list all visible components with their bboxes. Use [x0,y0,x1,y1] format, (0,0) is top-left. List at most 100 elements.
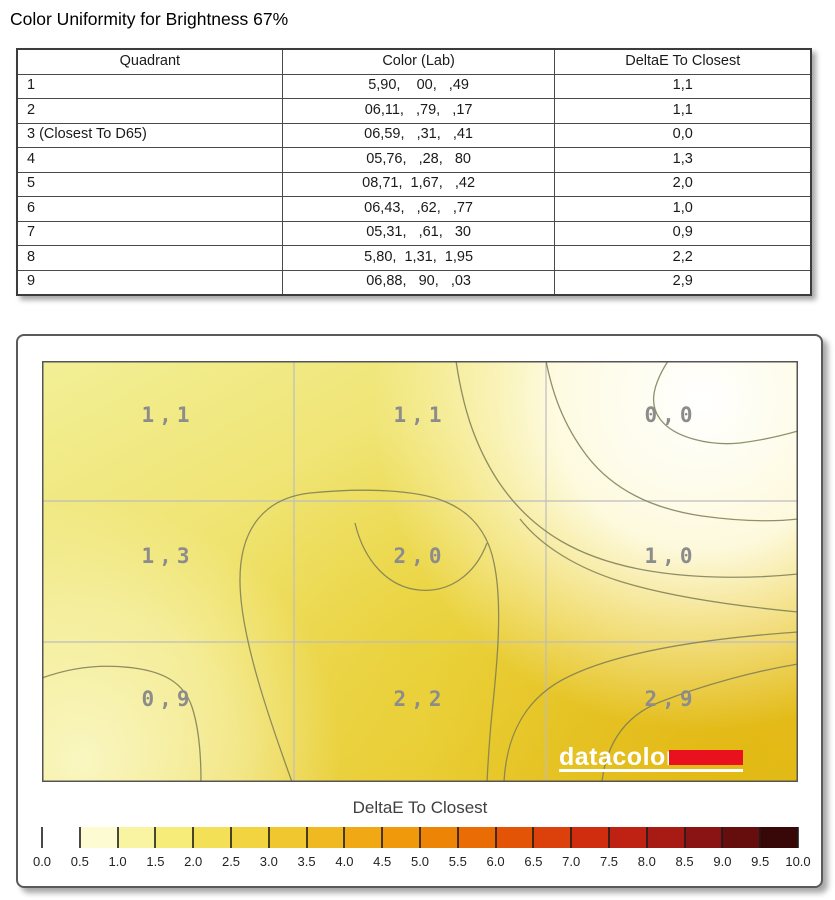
colorbar-tick [343,827,346,848]
colorbar-segment [722,827,761,848]
colorbar-tick-label: 6.0 [486,854,505,869]
colorbar-tick-label: 2.5 [221,854,241,869]
colorbar-tick [759,827,762,848]
table-cell: 8 [16,245,283,271]
colorbar-tick [645,827,648,848]
table-header: Quadrant Color (Lab) DeltaE To Closest [16,48,812,75]
contour-line [455,361,798,578]
datacolor-logo: datacolor [559,743,787,777]
contour-lines [42,361,798,782]
quadrant-value-labels: 1,1 1,1 0,0 1,3 2,0 1,0 0,9 2,2 2,9 [142,403,698,711]
column-header-color-lab: Color (Lab) [281,48,556,75]
table-row: 3 (Closest To D65) 06,59, ,31, ,41 0,0 [16,122,812,148]
table-cell: 6 [16,196,283,222]
colorbar-tick [797,827,799,848]
colorbar-title: DeltaE To Closest [352,798,488,817]
table-row: 8 5,80, 1,31, 1,95 2,2 [16,245,812,271]
table-cell: 2 [16,98,283,124]
table-cell: 9 [16,269,283,296]
colorbar-tick [230,827,232,848]
colorbar-tick-label: 5.0 [410,854,430,869]
table-row: 9 06,88, 90, ,03 2,9 [16,269,812,296]
colorbar-tick [683,827,686,848]
colorbar-tick-label: 3.5 [297,854,316,869]
datacolor-logo-text: datacolor [559,743,677,771]
colorbar-tick [608,827,610,848]
colorbar-tick-label: 2.0 [184,854,203,869]
table-row: 7 05,31, ,61, 30 0,9 [16,220,812,246]
table-row: 6 06,43, ,62, ,77 1,0 [16,196,812,222]
colorbar-tick-label: 4.0 [335,854,354,869]
colorbar-tick-label: 0.5 [70,854,89,869]
column-header-quadrant: Quadrant [16,48,283,75]
colorbar-tick [116,827,119,848]
contour-plot-svg: 1,1 1,1 0,0 1,3 2,0 1,0 0,9 2,2 2,9 [42,361,798,782]
colorbar-segment [306,827,345,848]
quadrant-deltae-label: 0,0 [645,403,698,427]
table-row: 2 06,11, ,79, ,17 1,1 [16,98,812,124]
colorbar-tick [456,827,459,848]
quadrant-grid-lines [42,361,798,782]
colorbar-tick [154,827,157,848]
colorbar-tick [192,827,195,848]
quadrant-deltae-label: 2,2 [394,687,447,711]
quadrant-deltae-label: 1,1 [142,403,195,427]
colorbar-tick-label: 6.5 [524,854,543,869]
colorbar-tick-label: 7.0 [562,854,581,869]
contour-plot: 1,1 1,1 0,0 1,3 2,0 1,0 0,9 2,2 2,9 datacolor [42,361,798,782]
table-cell: 5 [16,171,283,197]
colorbar-tick-label: 1.0 [108,854,127,869]
colorbar-tick-label: 9.5 [751,854,770,869]
table-cell: 1,1 [554,98,812,124]
quadrant-deltae-label: 1,1 [394,403,447,427]
colorbar-segment [382,827,420,848]
contour-line [42,665,202,782]
table-cell: 7 [16,220,283,246]
contour-line [652,361,798,445]
colorbar [42,827,798,848]
page-title: Color Uniformity for Brightness 67% [10,9,289,29]
datacolor-logo-bar [669,750,743,765]
colorbar-segment [193,827,231,848]
table-cell: 2,0 [554,171,812,197]
contour-line [503,631,798,782]
plot-border [42,361,798,782]
table-cell: 06,11, ,79, ,17 [281,98,556,124]
colorbar-segment [571,827,609,848]
colorbar-tick [78,827,81,848]
table-row: 5 08,71, 1,67, ,42 2,0 [16,171,812,197]
table-body: 1 5,90, 00, ,49 1,1 2 06,11, ,79, ,17 1,1 3 (C… [16,73,812,296]
table-row: 4 05,76, ,28, 80 1,3 [16,147,812,173]
colorbar-tick-label: 8.0 [637,854,656,869]
column-header-deltae: DeltaE To Closest [554,48,812,75]
colorbar-segment [268,827,307,848]
colorbar-tick [532,827,535,848]
heatmap-background [42,361,798,782]
colorbar-tick [305,827,308,848]
colorbar-segment [42,827,80,848]
colorbar-tick-label: 8.5 [675,854,694,869]
colorbar-tick [267,827,270,848]
colorbar-tick-label: 4.5 [373,854,392,869]
quadrant-deltae-label: 2,0 [394,544,447,568]
colorbar-segment [608,827,647,848]
colorbar-segment [495,827,534,848]
contour-line [545,361,798,522]
table-cell: 5,90, 00, ,49 [281,73,556,99]
colorbar-tick-label: 0.0 [32,854,52,869]
colorbar-segment [419,827,458,848]
table-cell: 1,0 [554,196,812,222]
table-cell: 0,9 [554,220,812,246]
table-cell: 08,71, 1,67, ,42 [281,171,556,197]
colorbar-segment [79,827,118,848]
table-cell: 05,31, ,61, 30 [281,220,556,246]
table-row: 1 5,90, 00, ,49 1,1 [16,73,812,99]
quadrant-deltae-label: 1,3 [142,544,195,568]
colorbar-tick [494,827,497,848]
colorbar-tick-label: 10.0 [785,854,811,869]
colorbar-tick [570,827,573,848]
colorbar-tick-label: 3.0 [259,854,278,869]
table-cell: 5,80, 1,31, 1,95 [281,245,556,271]
table-cell: 2,9 [554,269,812,296]
